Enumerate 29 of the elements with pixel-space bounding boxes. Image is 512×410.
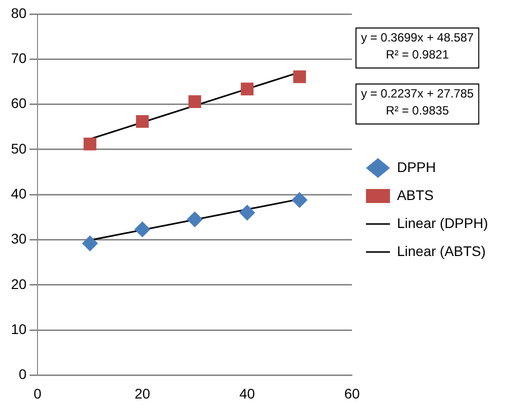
y-tick-label: 20 [10, 276, 27, 292]
y-tick-label: 0 [18, 366, 27, 382]
y-tick-label: 80 [10, 4, 27, 21]
legend-label: ABTS [396, 186, 434, 203]
x-tick-label: 20 [134, 385, 150, 402]
point [134, 221, 150, 238]
y-tick-label: 70 [10, 50, 27, 66]
point [292, 192, 308, 208]
y-tick-label: 40 [10, 185, 27, 202]
point [186, 211, 203, 228]
point [136, 115, 149, 128]
y-tick-label: 30 [10, 230, 27, 247]
text: y = 0.2237x + 27.785 R² = 0.9835 [360, 86, 474, 118]
point [293, 70, 306, 84]
x-tick-label: 60 [344, 385, 360, 402]
point [82, 235, 98, 252]
x-tick-label: 40 [239, 385, 256, 402]
y-tick-label: 50 [10, 140, 27, 156]
y-tick-label: 10 [10, 320, 27, 337]
y-tick-label: 60 [10, 95, 27, 112]
point [84, 138, 96, 150]
x-tick-label: 0 [34, 385, 42, 402]
text: y = 0.3699x + 48.587 R² = 0.9821 [360, 30, 474, 62]
point [240, 82, 254, 96]
legend-label: DPPH [396, 158, 436, 175]
point [239, 204, 256, 221]
point [188, 95, 202, 108]
legend-label: Linear (ABTS) [396, 242, 486, 259]
legend-label: Linear (DPPH) [396, 214, 488, 231]
